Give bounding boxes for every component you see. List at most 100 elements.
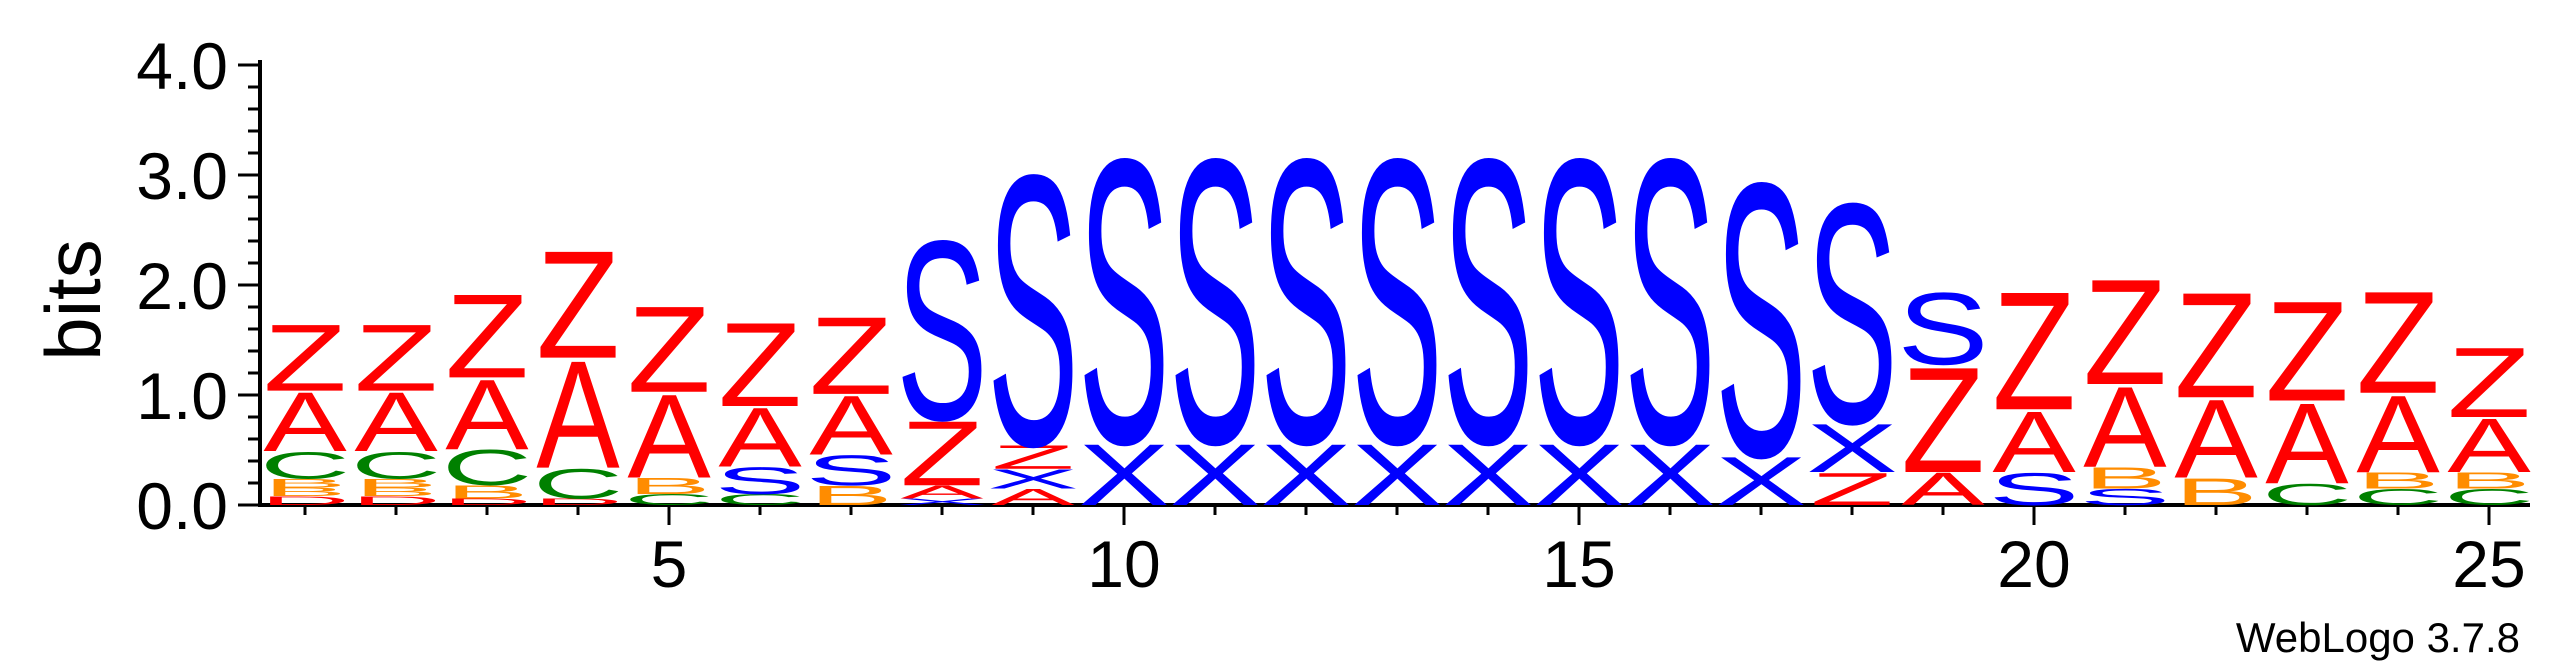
logo-column-18: ZXS (1806, 139, 1897, 515)
logo-letter-D: D (351, 494, 441, 508)
logo-letter-Z: Z (809, 294, 893, 417)
logo-letter-S: S (2079, 484, 2170, 510)
logo-letter-S: S (1624, 75, 1715, 529)
y-tick-label: 0.0 (136, 469, 228, 543)
logo-letter-S: S (896, 187, 987, 474)
logo-column-10: XS (1078, 75, 1169, 529)
logo-letter-C: C (442, 440, 532, 496)
logo-letter-X: X (1351, 427, 1442, 524)
logo-letter-D: D (533, 497, 623, 507)
logo-letter-S: S (1533, 75, 1624, 529)
logo-letter-Z: Z (1810, 463, 1894, 515)
y-axis: 0.0 1.0 2.0 3.0 4.0 (136, 29, 262, 543)
logo-letter-X: X (1715, 443, 1806, 520)
logo-letter-A: A (1901, 463, 1985, 514)
logo-letter-Z: Z (2174, 261, 2258, 429)
logo-letter-X: X (1260, 427, 1351, 524)
logo-letter-D: D (442, 497, 532, 507)
logo-letter-S: S (1715, 102, 1806, 540)
logo-letter-A: A (991, 484, 1074, 510)
logo-letter-Z: Z (2265, 271, 2349, 431)
logo-letter-X: X (1442, 427, 1533, 524)
logo-letter-S: S (1988, 463, 2079, 515)
logo-letter-Z: Z (900, 402, 984, 505)
logo-column-22: BAZ (2174, 261, 2258, 513)
x-tick-label: 15 (1542, 527, 1615, 601)
logo-letter-X: X (896, 497, 987, 507)
logo-letter-B: B (2356, 468, 2439, 494)
logo-letter-X: X (987, 463, 1078, 494)
logo-letter-S: S (1442, 75, 1533, 529)
logo-letter-A: A (2447, 402, 2530, 488)
logo-letter-A: A (718, 390, 801, 485)
logo-letter-A: A (1992, 392, 2075, 490)
logo-letter-S: S (1169, 75, 1260, 529)
logo-letter-Z: Z (1901, 336, 1985, 504)
logo-letter-X: X (1533, 427, 1624, 524)
logo-column-14: XS (1442, 75, 1533, 529)
logo-letter-A: A (900, 482, 984, 503)
logo-letter-C: C (2262, 478, 2352, 512)
logo-letter-X: X (1806, 410, 1897, 487)
logo-letter-B: B (2174, 470, 2257, 513)
logo-letter-B: B (2083, 461, 2166, 495)
logo-letter-Z: Z (263, 305, 347, 412)
logo-letter-S: S (1260, 75, 1351, 529)
logo-letter-C: C (260, 444, 350, 487)
logo-letter-B: B (354, 476, 437, 490)
logo-letter-B: B (627, 473, 710, 499)
logo-letter-C: C (2444, 484, 2534, 510)
logo-letter-S: S (1806, 139, 1897, 490)
logo-letter-C: C (533, 459, 623, 507)
logo-letter-D: D (260, 494, 350, 508)
y-tick-label: 3.0 (136, 139, 228, 213)
logo-letter-A: A (445, 359, 529, 470)
logo-letter-S: S (714, 460, 805, 503)
logo-column-13: XS (1351, 75, 1442, 529)
logo-letter-A: A (263, 374, 346, 469)
y-tick-label: 1.0 (136, 359, 228, 433)
logo-letter-S: S (1897, 271, 1988, 386)
logo-letter-Z: Z (627, 280, 711, 418)
y-tick-label: 2.0 (136, 249, 228, 323)
weblogo-version: WebLogo 3.7.8 (2236, 614, 2520, 661)
logo-letter-A: A (354, 374, 437, 469)
logo-letter-C: C (2353, 484, 2443, 510)
logo-letter-C: C (624, 491, 714, 508)
logo-letter-B: B (354, 485, 437, 499)
logo-letter-B: B (445, 482, 528, 503)
logo-letter-B: B (2447, 468, 2530, 494)
logo-letter-X: X (1169, 427, 1260, 524)
logo-column-20: SAZ (1988, 257, 2079, 515)
logo-letter-B: B (263, 485, 346, 499)
logo-column-12: XS (1260, 75, 1351, 529)
logo-letter-S: S (1078, 75, 1169, 529)
logo-letter-C: C (351, 444, 441, 487)
logo-letter-Z: Z (445, 269, 529, 403)
logo-letter-A: A (2083, 363, 2166, 491)
logo-column-15: XS (1533, 75, 1624, 529)
x-tick-label: 10 (1087, 527, 1160, 601)
y-tick-label: 4.0 (136, 29, 228, 103)
logo-letter-Z: Z (2083, 248, 2167, 416)
y-axis-label: bits (29, 239, 117, 360)
logo-letter-Z: Z (718, 298, 802, 432)
logo-letter-S: S (987, 94, 1078, 527)
logo-letter-A: A (536, 328, 620, 500)
letter-stacks: DBBCAZDBBCAZDBCAZDCAZCBAZCSAZBSAZXAZSAXZ… (260, 75, 2534, 540)
logo-letter-B: B (263, 476, 346, 490)
logo-letter-A: A (627, 369, 711, 503)
logo-letter-Z: Z (354, 305, 438, 412)
